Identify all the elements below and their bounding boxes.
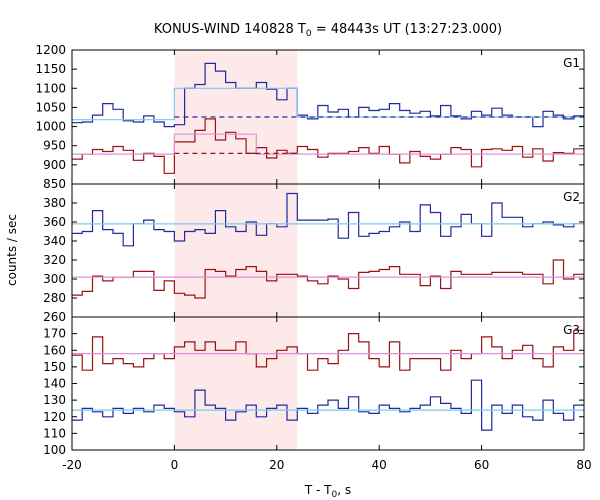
y-tick-label-g2: 340 [43, 234, 66, 248]
series-g2-low [72, 192, 584, 247]
y-tick-label-g1: 900 [43, 158, 66, 172]
fit-line-g1-0 [72, 87, 584, 121]
y-tick-label-g3: 170 [43, 327, 66, 341]
series-g1-low [72, 62, 584, 128]
y-tick-label-g2: 360 [43, 215, 66, 229]
x-tick-label: 20 [269, 458, 284, 472]
y-tick-label-g1: 1000 [35, 120, 66, 134]
fit-line-g1-2 [72, 133, 584, 155]
x-tick-label: 0 [171, 458, 179, 472]
panel-label-g1: G1 [563, 56, 580, 70]
chart-title-rest: = 48443s UT (13:27:23.000) [312, 22, 502, 37]
y-tick-label-g2: 380 [43, 196, 66, 210]
series-g3-high [72, 329, 584, 371]
y-tick-label-g3: 160 [43, 343, 66, 357]
y-tick-label-g3: 110 [43, 426, 66, 440]
y-tick-label-g2: 260 [43, 310, 66, 324]
x-axis-label-sub: 0 [332, 490, 338, 500]
panel-label-g2: G2 [563, 190, 580, 204]
series-g2-high [72, 259, 584, 299]
y-tick-label-g1: 1200 [35, 43, 66, 57]
y-tick-label-g1: 1150 [35, 62, 66, 76]
panel-frame-g3 [71, 316, 585, 451]
panel-label-g3: G3 [563, 323, 580, 337]
y-axis-label: counts / sec [5, 214, 19, 286]
chart-title-sub: 0 [306, 29, 312, 39]
y-tick-label-g1: 950 [43, 139, 66, 153]
y-tick-label-g3: 140 [43, 377, 66, 391]
y-tick-label-g2: 300 [43, 272, 66, 286]
y-tick-label-g3: 130 [43, 393, 66, 407]
chart-title-main: KONUS-WIND 140828 T [154, 22, 306, 37]
y-tick-label-g3: 150 [43, 360, 66, 374]
panel-frame-g2 [71, 183, 585, 318]
x-tick-label: 60 [474, 458, 489, 472]
x-axis-label-rest: , s [337, 483, 351, 497]
y-tick-label-g2: 280 [43, 291, 66, 305]
x-tick-label: 40 [372, 458, 387, 472]
series-g3-low [72, 379, 584, 431]
y-tick-label-g3: 100 [43, 443, 66, 457]
y-tick-label-g1: 1050 [35, 100, 66, 114]
y-tick-label-g3: 120 [43, 410, 66, 424]
chart-title: KONUS-WIND 140828 T0 = 48443s UT (13:27:… [154, 22, 502, 39]
x-tick-label: 80 [576, 458, 591, 472]
x-axis-label-main: T - T [304, 483, 332, 497]
series-g1-high [72, 118, 584, 174]
highlight-interval [174, 50, 298, 450]
axes-layer: 85090095010001050110011501200G1260280300… [35, 43, 591, 472]
x-tick-label: -20 [62, 458, 82, 472]
y-tick-label-g1: 850 [43, 177, 66, 191]
plot-layer [72, 62, 584, 431]
x-axis-label: T - T0, s [304, 483, 351, 500]
y-tick-label-g1: 1100 [35, 81, 66, 95]
highlight-layer [174, 50, 298, 450]
y-tick-label-g2: 320 [43, 253, 66, 267]
